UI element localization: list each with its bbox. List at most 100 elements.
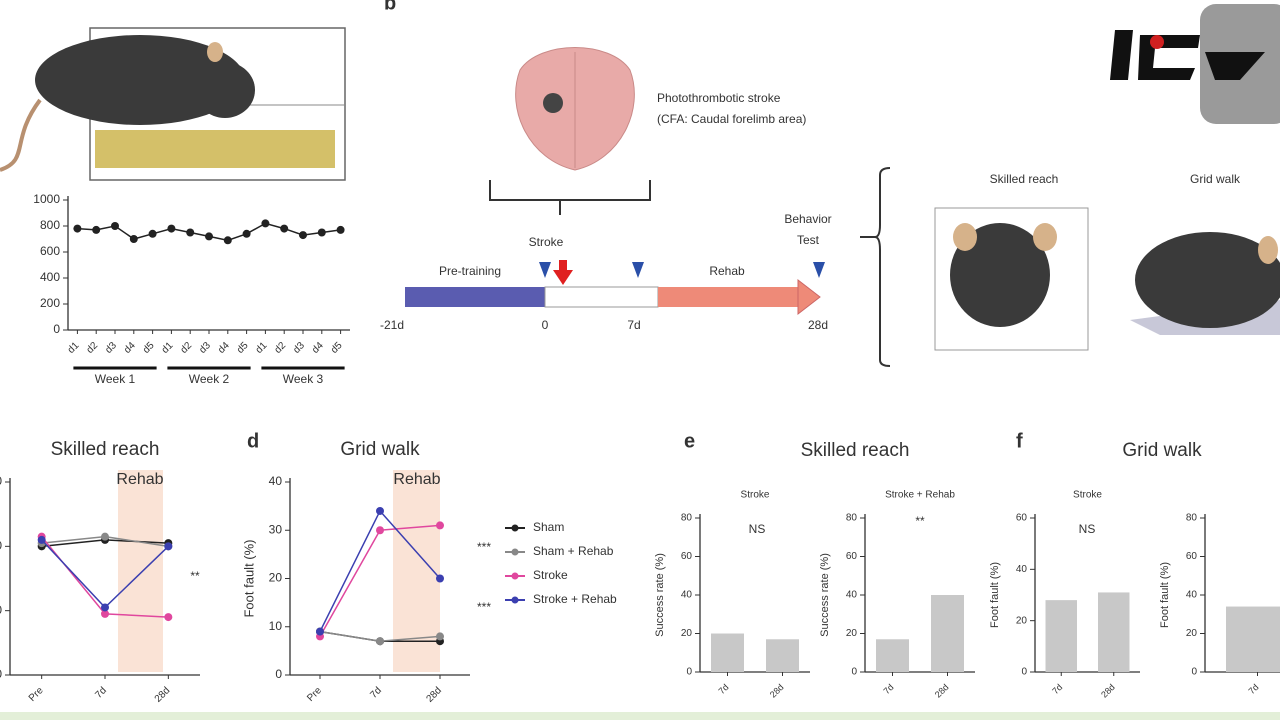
rehab-shade	[118, 470, 163, 672]
point	[336, 225, 345, 234]
y-axis-label: Success rate (%)	[819, 553, 831, 637]
y-tick-label: 20	[1016, 615, 1028, 626]
x-tick-label: 7d	[716, 682, 730, 696]
x-tick-label: 7d	[93, 685, 109, 701]
y-tick-label: 40	[846, 590, 858, 601]
x-tick-label: 28d	[153, 685, 173, 705]
x-tick-label: Pre	[27, 685, 46, 704]
bar	[1098, 592, 1130, 672]
annotation: Rehab	[116, 471, 163, 488]
legend-label: Stroke	[533, 568, 568, 582]
time-label: 0	[542, 318, 549, 332]
reach-box	[934, 207, 1089, 351]
gap-bar	[544, 286, 659, 308]
legend-swatch	[511, 596, 519, 604]
x-tick-label: 7d	[1050, 682, 1064, 696]
y-tick-label: 80	[846, 513, 858, 524]
y-tick-label: 200	[40, 296, 60, 310]
point	[129, 235, 138, 243]
point	[376, 506, 384, 515]
y-tick-label: 60	[846, 551, 858, 562]
bar	[766, 639, 799, 672]
annotation: Rehab	[393, 471, 440, 488]
x-tick-label: d2	[273, 340, 289, 356]
legend-label: Sham	[533, 520, 564, 534]
point	[436, 521, 444, 530]
y-tick-label: 40	[269, 474, 283, 488]
panel-letter: d	[247, 430, 259, 452]
y-tick-label: 0	[686, 667, 692, 678]
point	[164, 542, 173, 551]
reach-box	[0, 27, 346, 181]
test-label: Test	[797, 233, 820, 247]
phase-label: Rehab	[709, 264, 745, 278]
x-tick-label: 28d	[933, 682, 951, 700]
y-tick-label: 600	[40, 244, 60, 258]
x-tick-label: d1	[254, 340, 270, 356]
y-tick-label: 30	[269, 522, 283, 536]
y-tick-label: 20	[1186, 628, 1198, 639]
y-axis-label: Success rate (%)	[654, 553, 666, 637]
stroke-marker	[553, 260, 573, 285]
test-markers	[539, 262, 825, 278]
y-tick-label: 80	[681, 513, 693, 524]
y-tick-label: 0	[0, 667, 2, 681]
rehab-bar	[658, 287, 798, 307]
x-tick-label: 28d	[424, 685, 444, 705]
point	[111, 222, 119, 230]
y-tick-label: 800	[40, 218, 60, 232]
y-tick-label: 60	[0, 474, 2, 488]
y-tick-label: 20	[681, 628, 693, 639]
test-title: Grid walk	[1190, 172, 1241, 186]
panel-letter: e	[684, 430, 695, 452]
x-tick-label: d1	[160, 340, 176, 356]
y-tick-label: 80	[1186, 513, 1198, 524]
lesion-sublabel: (CFA: Caudal forelimb area)	[657, 112, 806, 126]
point	[376, 526, 384, 535]
y-axis-label: Foot fault (%)	[1159, 562, 1171, 628]
x-tick-label: 28d	[768, 682, 786, 700]
x-tick-label: d3	[103, 340, 119, 356]
point	[92, 225, 101, 234]
y-tick-label: 20	[846, 628, 858, 639]
y-tick-label: 40	[0, 539, 2, 553]
legend-swatch	[511, 572, 519, 580]
y-tick-label: 60	[1016, 513, 1028, 524]
y-tick-label: 0	[1191, 667, 1197, 678]
point	[101, 603, 109, 612]
point	[261, 219, 270, 228]
point	[73, 224, 82, 233]
x-tick-label: d1	[66, 340, 82, 356]
legend-swatch	[511, 548, 519, 556]
x-tick-label: d2	[85, 340, 101, 356]
x-tick-label: 28d	[1099, 682, 1117, 700]
chart-title: Stroke + Rehab	[885, 490, 955, 501]
point	[148, 229, 157, 238]
group-label: Week 3	[283, 372, 324, 386]
panel-letter: b	[384, 0, 396, 14]
y-tick-label: 60	[681, 551, 693, 562]
x-tick-label: d5	[235, 340, 251, 356]
annotation: **	[190, 569, 200, 583]
point	[280, 224, 289, 233]
annotation: ***	[477, 600, 491, 614]
lesion	[543, 93, 563, 113]
group-label: Week 1	[95, 372, 136, 386]
point	[436, 574, 444, 583]
chart-title: Skilled reach	[51, 439, 160, 460]
point	[299, 231, 307, 240]
x-tick-label: d2	[179, 340, 195, 356]
x-tick-label: 7d	[368, 685, 384, 701]
point	[317, 228, 326, 237]
chart-title: Stroke	[741, 490, 770, 501]
point	[436, 632, 444, 641]
lesion-label: Photothrombotic stroke	[657, 91, 781, 105]
point	[205, 232, 213, 241]
point	[316, 627, 324, 636]
legend-swatch	[511, 524, 519, 532]
logo	[1110, 30, 1265, 80]
point	[164, 613, 173, 622]
y-tick-label: 0	[275, 667, 282, 681]
panel-letter: f	[1016, 430, 1023, 452]
